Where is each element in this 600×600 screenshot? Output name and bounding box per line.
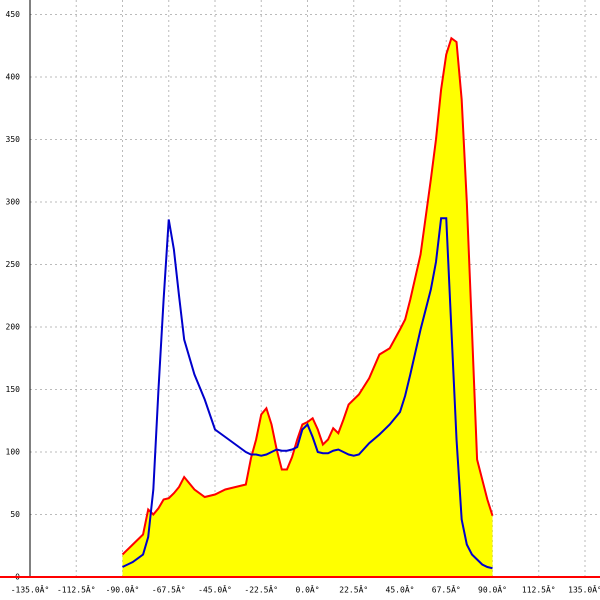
x-tick-label: -22.5Â° (244, 584, 278, 595)
x-tick-label: -112.5Â° (57, 584, 96, 595)
x-tick-label: 90.0Â° (478, 584, 507, 595)
x-tick-label: -45.0Â° (198, 584, 232, 595)
x-tick-label: -135.0Â° (11, 584, 50, 595)
y-tick-label: 250 (6, 260, 21, 269)
y-tick-label: 150 (6, 385, 21, 394)
y-tick-label: 350 (6, 135, 21, 144)
x-tick-label: 45.0Â° (386, 584, 415, 595)
x-tick-label: 22.5Â° (339, 584, 368, 595)
x-tick-label: 135.0Â° (568, 584, 600, 595)
x-tick-label: -67.5Â° (152, 584, 186, 595)
y-tick-label: 100 (6, 448, 21, 457)
line (121, 36, 494, 556)
y-tick-label: 400 (6, 73, 21, 82)
x-tick-label: 112.5Â° (522, 584, 556, 595)
line (122, 217, 493, 570)
y-tick-label: 200 (6, 323, 21, 332)
y-tick-label: 300 (6, 198, 21, 207)
y-tick-label: 450 (6, 10, 21, 19)
x-tick-label: 67.5Â° (432, 584, 461, 595)
x-tick-label: 0.0Â° (295, 584, 319, 595)
x-tick-label: -90.0Â° (106, 584, 140, 595)
area (122, 38, 493, 577)
y-tick-label: 50 (10, 510, 20, 519)
